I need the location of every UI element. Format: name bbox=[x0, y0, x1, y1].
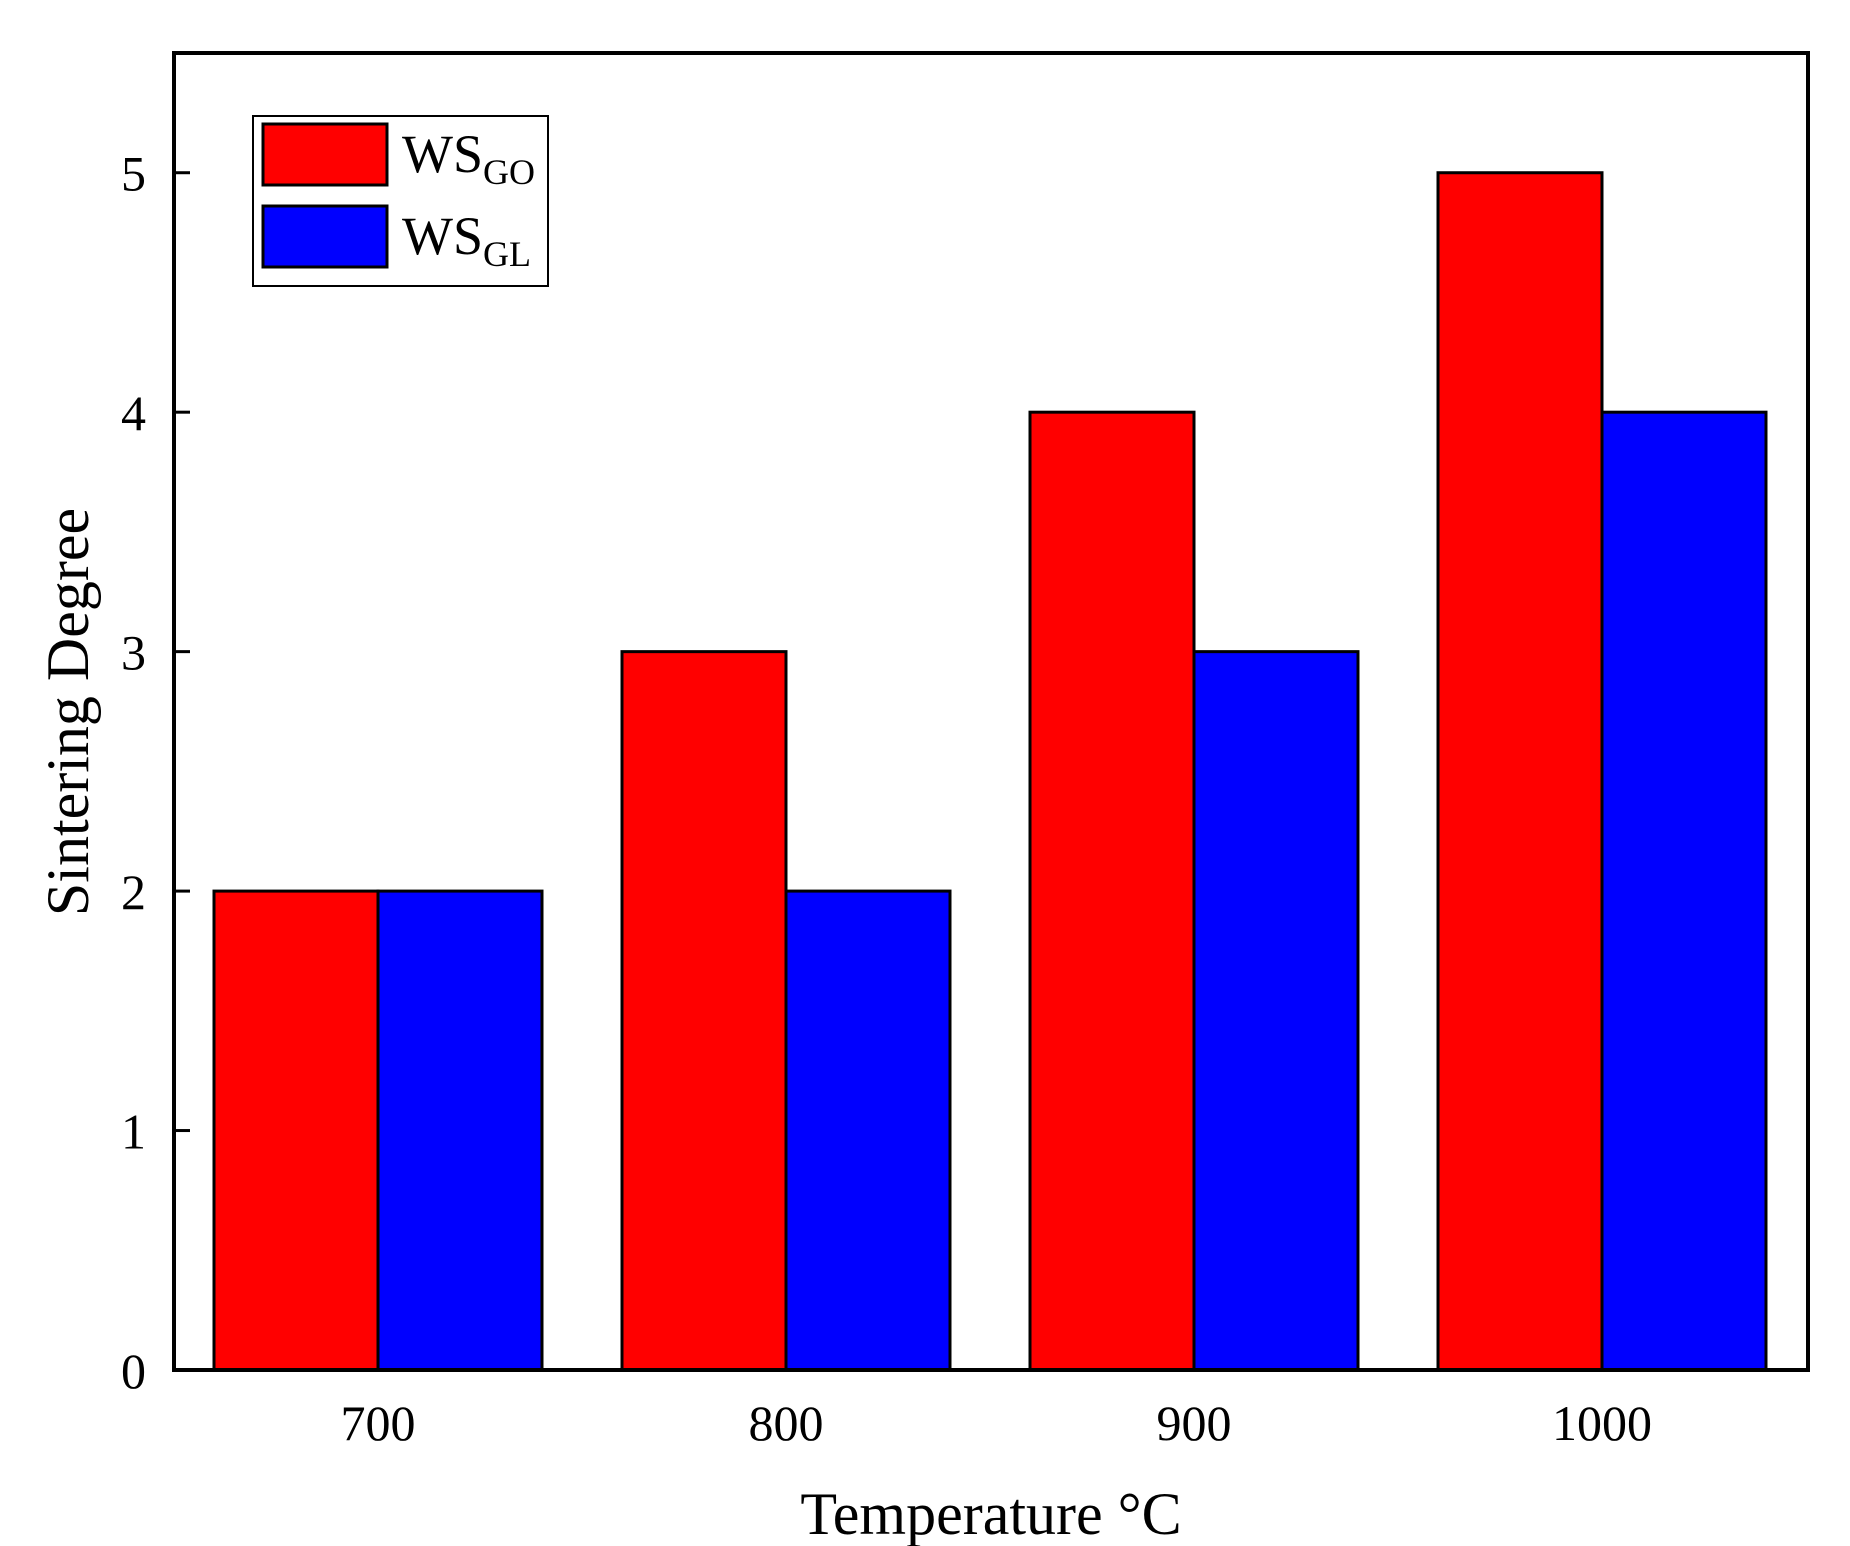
bar-wsgl-900 bbox=[1192, 650, 1360, 1372]
x-tick-label: 900 bbox=[1157, 1395, 1232, 1451]
bar-wsgo-900 bbox=[1028, 410, 1196, 1372]
y-tick-label: 4 bbox=[121, 385, 146, 441]
bar-wsgo-800 bbox=[620, 650, 788, 1372]
y-tick-label: 5 bbox=[121, 146, 146, 202]
y-axis-label: Sintering Degree bbox=[35, 508, 101, 916]
legend: WSGO WSGL bbox=[252, 115, 549, 287]
legend-label-ws-go: WSGO bbox=[402, 124, 535, 192]
legend-swatch-ws-gl bbox=[261, 204, 389, 269]
x-tick-label: 700 bbox=[341, 1395, 416, 1451]
y-tick-label: 3 bbox=[121, 625, 146, 681]
bar-wsgo-1000 bbox=[1436, 171, 1604, 1372]
bar-wsgl-700 bbox=[376, 889, 544, 1372]
y-tick-label: 1 bbox=[121, 1104, 146, 1160]
x-tick-label: 1000 bbox=[1552, 1395, 1652, 1451]
y-tick-label: 2 bbox=[121, 864, 146, 920]
legend-label-ws-gl: WSGL bbox=[402, 206, 531, 274]
bar-wsgl-1000 bbox=[1600, 410, 1768, 1372]
bars-layer bbox=[212, 171, 1768, 1372]
x-tick-label: 800 bbox=[749, 1395, 824, 1451]
bar-wsgo-700 bbox=[212, 889, 380, 1372]
y-tick-label: 0 bbox=[121, 1343, 146, 1399]
x-axis-label: Temperature °C bbox=[800, 1481, 1181, 1546]
legend-swatch-ws-go bbox=[261, 122, 389, 187]
y-axis: 0 1 2 3 4 5 bbox=[121, 146, 190, 1399]
bar-wsgl-800 bbox=[784, 889, 952, 1372]
plot-frame bbox=[172, 51, 1810, 1372]
x-axis: 700 800 900 1000 bbox=[341, 1354, 1652, 1451]
